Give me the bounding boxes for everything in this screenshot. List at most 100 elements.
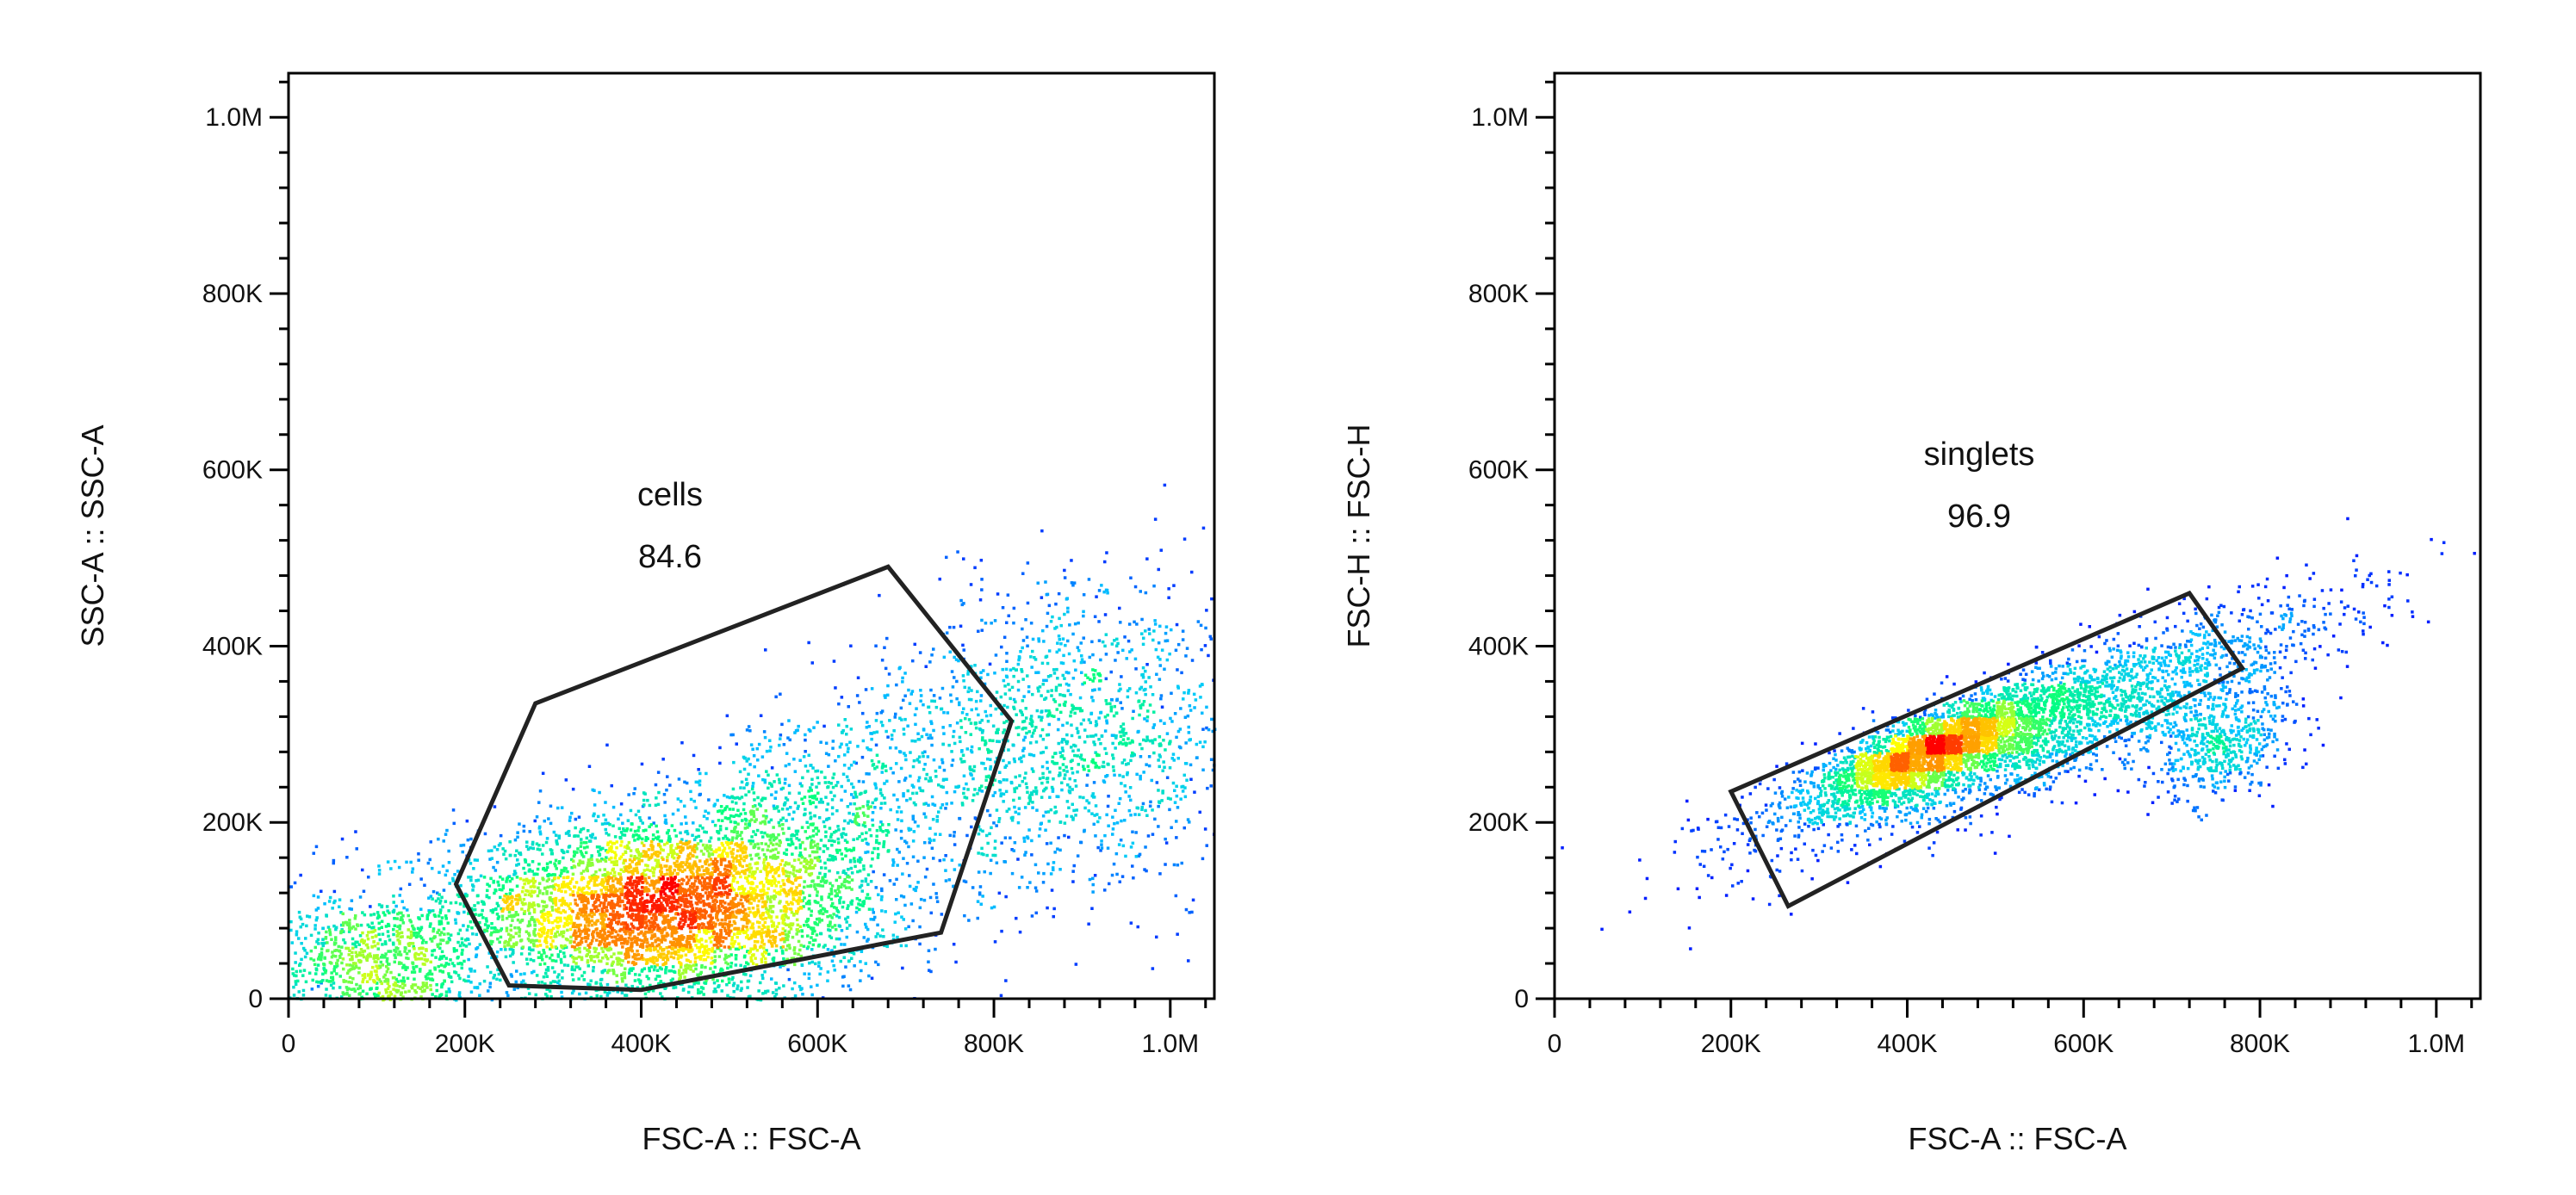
event-dot	[778, 781, 781, 784]
event-dot	[859, 979, 862, 982]
event-dot	[829, 920, 832, 924]
event-dot	[440, 957, 444, 960]
event-dot	[504, 857, 508, 861]
event-dot	[1063, 694, 1066, 697]
event-dot	[875, 753, 879, 757]
event-dot	[1013, 707, 1016, 710]
event-dot	[597, 850, 600, 853]
event-dot	[1109, 709, 1113, 713]
event-dot	[777, 851, 780, 855]
event-dot	[408, 936, 413, 939]
event-dot	[655, 969, 660, 972]
event-dot	[586, 864, 590, 868]
event-dot	[590, 854, 593, 858]
event-dot	[775, 842, 779, 846]
event-dot	[828, 869, 831, 873]
event-dot	[815, 827, 819, 830]
event-dot	[982, 762, 985, 765]
event-dot	[938, 765, 941, 769]
event-dot	[351, 957, 354, 961]
event-dot	[1124, 790, 1127, 794]
event-dot	[596, 814, 600, 819]
event-dot	[640, 762, 644, 766]
event-dot	[865, 841, 869, 845]
event-dot	[706, 849, 710, 852]
event-dot	[641, 837, 644, 841]
event-dot	[531, 915, 534, 919]
event-dot	[375, 964, 378, 968]
event-dot	[830, 884, 835, 888]
event-dot	[807, 789, 810, 793]
event-dot	[566, 938, 569, 942]
event-dot	[829, 882, 832, 885]
event-dot	[1053, 627, 1057, 630]
event-dot	[411, 961, 414, 964]
event-dot	[829, 833, 834, 836]
event-dot	[419, 995, 423, 999]
event-dot	[1135, 772, 1139, 777]
event-dot	[787, 977, 791, 981]
event-dot	[836, 825, 840, 828]
event-dot	[456, 893, 460, 897]
event-dot	[995, 690, 999, 694]
event-dot	[496, 937, 500, 941]
event-dot	[369, 970, 373, 974]
event-dot	[791, 935, 795, 939]
event-dot	[434, 994, 438, 999]
event-dot	[916, 758, 920, 761]
event-dot	[511, 952, 514, 956]
event-dot	[834, 927, 838, 932]
event-dot	[1185, 778, 1189, 782]
event-dot	[687, 985, 692, 988]
event-dot	[384, 952, 388, 956]
event-dot	[957, 784, 960, 789]
event-dot	[661, 758, 665, 761]
event-dot	[1089, 734, 1093, 738]
event-dot	[880, 889, 884, 893]
event-dot	[420, 941, 425, 944]
event-dot	[853, 864, 857, 869]
event-dot	[356, 940, 359, 944]
event-dot	[1118, 730, 1122, 734]
event-dot	[880, 766, 885, 770]
event-dot	[1076, 646, 1080, 649]
event-dot	[1091, 699, 1095, 703]
event-dot	[377, 978, 382, 981]
event-dot	[492, 879, 495, 883]
event-dot	[1035, 808, 1039, 812]
event-dot	[845, 920, 848, 924]
event-dot	[746, 979, 750, 983]
event-dot	[510, 876, 514, 881]
event-dot	[543, 869, 547, 872]
event-dot	[377, 864, 381, 868]
event-dot	[577, 864, 581, 867]
event-dot	[761, 976, 765, 981]
event-dot	[1048, 771, 1052, 774]
event-dot	[841, 975, 845, 979]
event-dot	[709, 967, 712, 970]
event-dot	[903, 778, 907, 782]
event-dot	[898, 750, 903, 754]
event-dot	[624, 851, 628, 854]
event-dot	[1063, 821, 1067, 825]
event-dot	[446, 940, 450, 944]
event-dot	[545, 862, 549, 865]
event-dot	[1144, 629, 1147, 633]
event-dot	[749, 842, 753, 845]
event-dot	[545, 994, 549, 998]
event-dot	[909, 902, 914, 906]
event-dot	[883, 802, 887, 805]
event-dot	[1022, 695, 1026, 698]
event-dot	[549, 873, 553, 877]
event-dot	[813, 882, 816, 887]
event-dot	[800, 797, 804, 801]
event-dot	[444, 917, 448, 920]
event-dot	[354, 962, 357, 965]
event-dot	[694, 963, 698, 967]
event-dot	[400, 918, 404, 922]
event-dot	[1162, 760, 1165, 764]
event-dot	[945, 802, 948, 806]
event-dot	[1082, 593, 1086, 597]
event-dot	[301, 974, 305, 977]
event-dot	[555, 934, 558, 938]
